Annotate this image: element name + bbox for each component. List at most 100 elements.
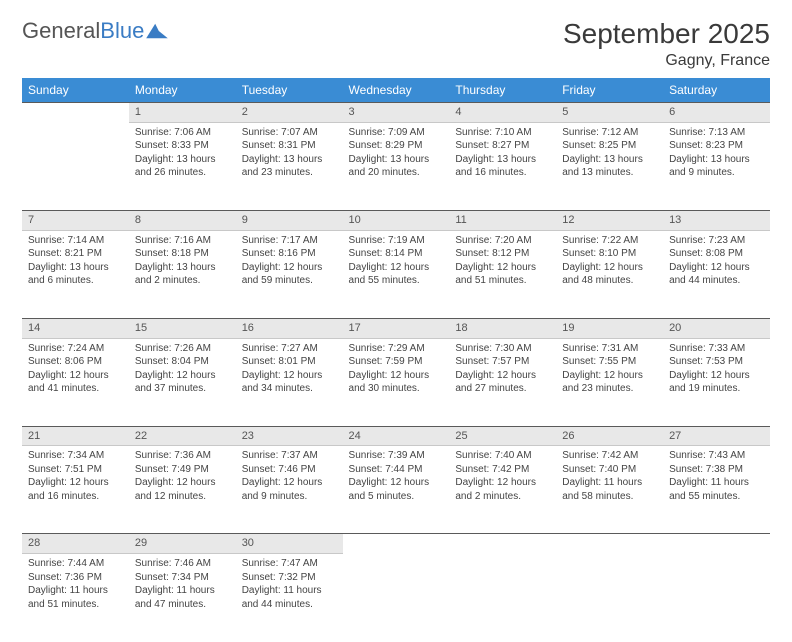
day-number-cell xyxy=(556,534,663,554)
sunrise-line: Sunrise: 7:33 AM xyxy=(669,342,764,356)
day-number-cell: 12 xyxy=(556,210,663,230)
day-header: Sunday xyxy=(22,78,129,103)
sunset-line: Sunset: 7:55 PM xyxy=(562,355,657,369)
day-cell: Sunrise: 7:27 AMSunset: 8:01 PMDaylight:… xyxy=(236,338,343,426)
day-number-cell: 9 xyxy=(236,210,343,230)
daylight-line: Daylight: 12 hours and 16 minutes. xyxy=(28,476,123,503)
day-cell: Sunrise: 7:26 AMSunset: 8:04 PMDaylight:… xyxy=(129,338,236,426)
sunrise-line: Sunrise: 7:26 AM xyxy=(135,342,230,356)
day-cell-content: Sunrise: 7:31 AMSunset: 7:55 PMDaylight:… xyxy=(556,339,663,402)
sunset-line: Sunset: 8:27 PM xyxy=(455,139,550,153)
sunset-line: Sunset: 8:16 PM xyxy=(242,247,337,261)
day-number-cell: 28 xyxy=(22,534,129,554)
daylight-line: Daylight: 12 hours and 2 minutes. xyxy=(455,476,550,503)
sunrise-line: Sunrise: 7:40 AM xyxy=(455,449,550,463)
daylight-line: Daylight: 12 hours and 51 minutes. xyxy=(455,261,550,288)
day-cell: Sunrise: 7:29 AMSunset: 7:59 PMDaylight:… xyxy=(343,338,450,426)
day-cell-content: Sunrise: 7:39 AMSunset: 7:44 PMDaylight:… xyxy=(343,446,450,509)
sunrise-line: Sunrise: 7:37 AM xyxy=(242,449,337,463)
day-cell: Sunrise: 7:16 AMSunset: 8:18 PMDaylight:… xyxy=(129,230,236,318)
day-cell: Sunrise: 7:13 AMSunset: 8:23 PMDaylight:… xyxy=(663,122,770,210)
day-cell-content: Sunrise: 7:17 AMSunset: 8:16 PMDaylight:… xyxy=(236,231,343,294)
day-cell-content: Sunrise: 7:20 AMSunset: 8:12 PMDaylight:… xyxy=(449,231,556,294)
sunset-line: Sunset: 7:44 PM xyxy=(349,463,444,477)
sunset-line: Sunset: 8:10 PM xyxy=(562,247,657,261)
day-cell-content: Sunrise: 7:46 AMSunset: 7:34 PMDaylight:… xyxy=(129,554,236,617)
day-number-cell: 23 xyxy=(236,426,343,446)
day-cell: Sunrise: 7:17 AMSunset: 8:16 PMDaylight:… xyxy=(236,230,343,318)
sunset-line: Sunset: 8:14 PM xyxy=(349,247,444,261)
day-cell-content: Sunrise: 7:29 AMSunset: 7:59 PMDaylight:… xyxy=(343,339,450,402)
day-number-row: 123456 xyxy=(22,103,770,123)
sunset-line: Sunset: 8:04 PM xyxy=(135,355,230,369)
daylight-line: Daylight: 12 hours and 37 minutes. xyxy=(135,369,230,396)
day-cell-content: Sunrise: 7:19 AMSunset: 8:14 PMDaylight:… xyxy=(343,231,450,294)
sunrise-line: Sunrise: 7:16 AM xyxy=(135,234,230,248)
daylight-line: Daylight: 12 hours and 59 minutes. xyxy=(242,261,337,288)
day-cell-content: Sunrise: 7:23 AMSunset: 8:08 PMDaylight:… xyxy=(663,231,770,294)
day-cell: Sunrise: 7:37 AMSunset: 7:46 PMDaylight:… xyxy=(236,446,343,534)
day-cell-content: Sunrise: 7:33 AMSunset: 7:53 PMDaylight:… xyxy=(663,339,770,402)
day-content-row: Sunrise: 7:14 AMSunset: 8:21 PMDaylight:… xyxy=(22,230,770,318)
sunset-line: Sunset: 8:06 PM xyxy=(28,355,123,369)
day-number-cell xyxy=(22,103,129,123)
day-number-cell: 7 xyxy=(22,210,129,230)
day-number-row: 282930 xyxy=(22,534,770,554)
day-cell-content: Sunrise: 7:37 AMSunset: 7:46 PMDaylight:… xyxy=(236,446,343,509)
day-number-cell: 16 xyxy=(236,318,343,338)
day-cell-content: Sunrise: 7:36 AMSunset: 7:49 PMDaylight:… xyxy=(129,446,236,509)
logo-text-general: General xyxy=(22,18,100,43)
sunset-line: Sunset: 7:42 PM xyxy=(455,463,550,477)
day-cell-content: Sunrise: 7:40 AMSunset: 7:42 PMDaylight:… xyxy=(449,446,556,509)
sunrise-line: Sunrise: 7:44 AM xyxy=(28,557,123,571)
daylight-line: Daylight: 12 hours and 19 minutes. xyxy=(669,369,764,396)
calendar-table: SundayMondayTuesdayWednesdayThursdayFrid… xyxy=(22,78,770,642)
day-number-row: 78910111213 xyxy=(22,210,770,230)
day-cell: Sunrise: 7:19 AMSunset: 8:14 PMDaylight:… xyxy=(343,230,450,318)
daylight-line: Daylight: 12 hours and 44 minutes. xyxy=(669,261,764,288)
daylight-line: Daylight: 11 hours and 47 minutes. xyxy=(135,584,230,611)
title-block: September 2025 Gagny, France xyxy=(563,18,770,70)
day-cell-content: Sunrise: 7:26 AMSunset: 8:04 PMDaylight:… xyxy=(129,339,236,402)
day-cell-content: Sunrise: 7:22 AMSunset: 8:10 PMDaylight:… xyxy=(556,231,663,294)
day-cell: Sunrise: 7:12 AMSunset: 8:25 PMDaylight:… xyxy=(556,122,663,210)
sunset-line: Sunset: 8:31 PM xyxy=(242,139,337,153)
sunrise-line: Sunrise: 7:39 AM xyxy=(349,449,444,463)
day-cell: Sunrise: 7:47 AMSunset: 7:32 PMDaylight:… xyxy=(236,554,343,642)
day-number-cell: 14 xyxy=(22,318,129,338)
day-number-row: 14151617181920 xyxy=(22,318,770,338)
sunrise-line: Sunrise: 7:23 AM xyxy=(669,234,764,248)
day-number-cell: 20 xyxy=(663,318,770,338)
day-cell-content: Sunrise: 7:34 AMSunset: 7:51 PMDaylight:… xyxy=(22,446,129,509)
daylight-line: Daylight: 12 hours and 48 minutes. xyxy=(562,261,657,288)
day-number-cell: 15 xyxy=(129,318,236,338)
sunset-line: Sunset: 7:51 PM xyxy=(28,463,123,477)
day-cell-content: Sunrise: 7:09 AMSunset: 8:29 PMDaylight:… xyxy=(343,123,450,186)
day-cell: Sunrise: 7:06 AMSunset: 8:33 PMDaylight:… xyxy=(129,122,236,210)
day-cell-content: Sunrise: 7:24 AMSunset: 8:06 PMDaylight:… xyxy=(22,339,129,402)
day-cell-content: Sunrise: 7:12 AMSunset: 8:25 PMDaylight:… xyxy=(556,123,663,186)
sunrise-line: Sunrise: 7:29 AM xyxy=(349,342,444,356)
daylight-line: Daylight: 13 hours and 2 minutes. xyxy=(135,261,230,288)
sunrise-line: Sunrise: 7:20 AM xyxy=(455,234,550,248)
daylight-line: Daylight: 11 hours and 55 minutes. xyxy=(669,476,764,503)
day-number-cell: 24 xyxy=(343,426,450,446)
month-title: September 2025 xyxy=(563,18,770,50)
daylight-line: Daylight: 13 hours and 6 minutes. xyxy=(28,261,123,288)
header: GeneralBlue September 2025 Gagny, France xyxy=(22,18,770,70)
sunset-line: Sunset: 7:34 PM xyxy=(135,571,230,585)
sunrise-line: Sunrise: 7:30 AM xyxy=(455,342,550,356)
day-number-cell: 8 xyxy=(129,210,236,230)
sunrise-line: Sunrise: 7:47 AM xyxy=(242,557,337,571)
day-content-row: Sunrise: 7:44 AMSunset: 7:36 PMDaylight:… xyxy=(22,554,770,642)
day-cell xyxy=(556,554,663,642)
sunset-line: Sunset: 8:29 PM xyxy=(349,139,444,153)
sunrise-line: Sunrise: 7:09 AM xyxy=(349,126,444,140)
daylight-line: Daylight: 12 hours and 12 minutes. xyxy=(135,476,230,503)
day-cell-content: Sunrise: 7:07 AMSunset: 8:31 PMDaylight:… xyxy=(236,123,343,186)
daylight-line: Daylight: 11 hours and 58 minutes. xyxy=(562,476,657,503)
day-number-cell: 19 xyxy=(556,318,663,338)
day-cell: Sunrise: 7:40 AMSunset: 7:42 PMDaylight:… xyxy=(449,446,556,534)
day-header-row: SundayMondayTuesdayWednesdayThursdayFrid… xyxy=(22,78,770,103)
location: Gagny, France xyxy=(563,52,770,70)
